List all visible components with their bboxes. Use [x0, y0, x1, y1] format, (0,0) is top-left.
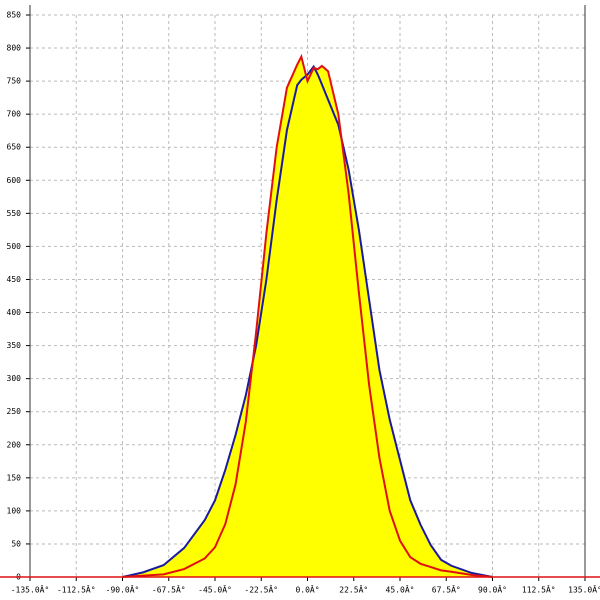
x-tick-label: 22.5Â°: [339, 584, 368, 595]
y-tick-label: 550: [7, 209, 22, 218]
y-tick-label: 250: [7, 407, 22, 416]
x-tick-label: 112.5Â°: [522, 584, 556, 595]
y-tick-label: 100: [7, 506, 22, 515]
x-tick-label: 0.0Â°: [295, 584, 319, 595]
y-tick-label: 50: [11, 539, 21, 548]
y-tick-label: 850: [7, 11, 22, 20]
y-tick-label: 150: [7, 473, 22, 482]
line: [122, 53, 493, 578]
x-tick-label: -22.5Â°: [244, 584, 278, 595]
y-tick-label: 700: [7, 110, 22, 119]
x-tick-label: 90.0Â°: [478, 584, 507, 595]
y-tick-label: 450: [7, 275, 22, 284]
line: [122, 64, 493, 578]
y-tick-label: 300: [7, 374, 22, 383]
y-tick-label: 350: [7, 341, 22, 350]
x-tick-label: -45.0Â°: [198, 584, 232, 595]
x-tick-label: -112.5Â°: [57, 584, 96, 595]
x-tick-label: -90.0Â°: [106, 584, 140, 595]
y-tick-label: 800: [7, 44, 22, 53]
x-tick-label: -67.5Â°: [152, 584, 186, 595]
x-tick-label: 135.0Â°: [568, 584, 600, 595]
x-tick-label: -135.0Â°: [11, 584, 50, 595]
y-tick-label: 650: [7, 143, 22, 152]
y-tick-label: 600: [7, 176, 22, 185]
y-tick-label: 500: [7, 242, 22, 251]
area: [122, 56, 493, 578]
y-tick-label: 200: [7, 440, 22, 449]
x-tick-label: 67.5Â°: [432, 584, 461, 595]
y-tick-label: 750: [7, 77, 22, 86]
x-tick-label: 45.0Â°: [386, 584, 415, 595]
y-tick-label: 400: [7, 308, 22, 317]
